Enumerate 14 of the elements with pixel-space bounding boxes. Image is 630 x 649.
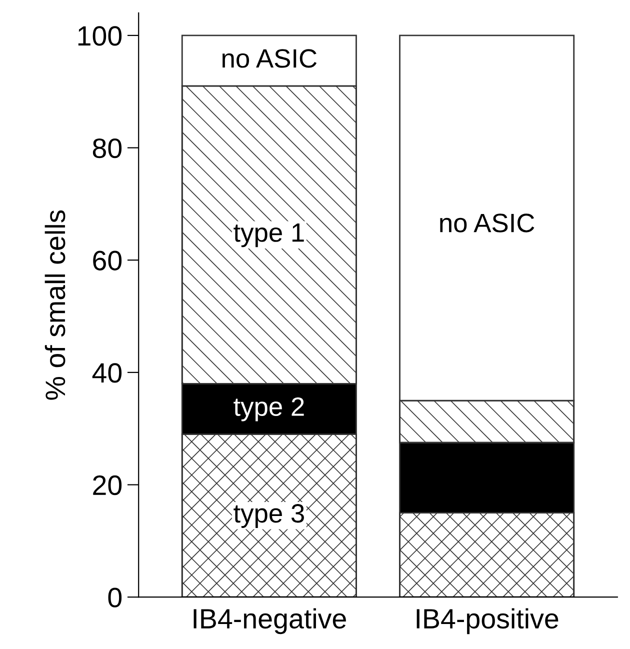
y-tick-label: 100 <box>78 26 122 46</box>
series-label: type 1 <box>234 223 304 248</box>
x-tick-label: IB4-negative <box>194 608 346 634</box>
x-tick-label: IB4-positive <box>416 608 558 634</box>
y-tick-label: 80 <box>92 138 122 158</box>
annotation: no ASIC <box>440 214 534 232</box>
y-tick-label: 40 <box>92 363 122 383</box>
y-tick-label: 60 <box>93 250 122 270</box>
y-tick-label: 20 <box>93 475 122 496</box>
series-label: type 2 <box>234 397 304 422</box>
y-tick-label: 0 <box>108 588 122 608</box>
series-label: type 3 <box>234 504 304 528</box>
series-label: no ASIC <box>222 49 317 68</box>
y-axis-title: % of small cells <box>44 210 66 400</box>
